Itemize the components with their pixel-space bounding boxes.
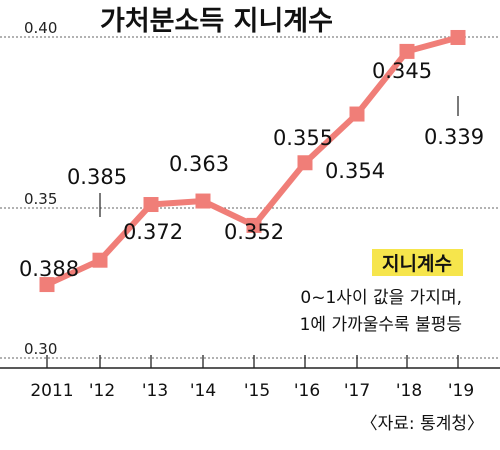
chart-title: 가처분소득 지니계수 [100,6,333,37]
x-tick-label: '17 [344,381,370,401]
data-point [92,252,108,268]
data-label: 0.352 [224,220,284,244]
data-point [246,217,262,233]
legend-note-line-2: 1에 가까울수록 불평등 [300,315,462,335]
data-label: 0.363 [169,152,229,176]
legend-badge [372,249,463,276]
data-label: 0.372 [123,220,183,244]
data-label: 0.354 [325,159,385,183]
x-tick-label: '18 [396,381,422,401]
data-point [297,155,313,171]
y-tick-label: 0.40 [24,19,57,37]
x-tick-label: '14 [190,381,216,401]
data-labels: 0.388 0.385 0.372 0.363 0.352 0.355 0.354 0.345… [19,59,484,281]
x-tick-label: '19 [448,381,474,401]
data-label: 0.355 [273,126,333,150]
data-point [39,277,55,293]
grid [0,36,500,359]
series-line [39,29,466,293]
data-point [399,43,415,59]
data-point [450,29,466,45]
legend-badge-text: 지니계수 [382,253,452,275]
legend-note-line-1: 0~1사이 값을 가지며, [300,288,462,308]
x-tick-label: '12 [89,381,115,401]
data-label: 0.388 [19,257,79,281]
y-tick-label: 0.30 [24,340,57,358]
source-note: 〈자료: 통계청〉 [361,414,484,434]
data-point [349,106,365,122]
x-tick-label: 2011 [30,381,73,401]
data-label: 0.385 [67,165,127,189]
y-tick-label: 0.35 [24,190,57,208]
data-label: 0.339 [424,125,484,149]
x-tick-label: '15 [244,381,270,401]
x-tick-label: '13 [142,381,168,401]
data-point [143,197,159,213]
label-leaders [99,96,459,217]
x-tick-label: '16 [294,381,320,401]
data-label: 0.345 [372,59,432,83]
y-axis: 0.40 0.35 0.30 [24,19,57,358]
x-axis: 2011 '12 '13 '14 '15 '16 '17 '18 '19 [30,355,474,401]
data-point [195,193,211,209]
legend: 지니계수 0~1사이 값을 가지며, 1에 가까울수록 불평등 [300,249,463,335]
